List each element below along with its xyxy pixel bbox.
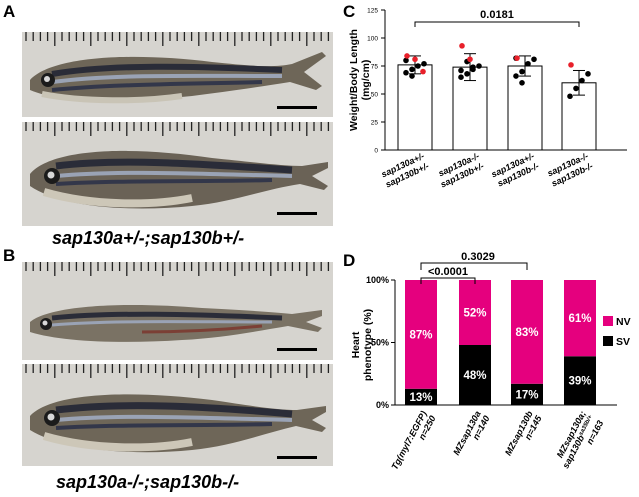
data-point [514,55,520,61]
data-point [476,63,482,69]
significance-bracket [420,277,476,284]
data-point [513,73,519,79]
data-point [470,64,476,70]
sv-value-label: 17% [515,389,538,401]
x-category-label: sap130a-/-sap130b+/- [437,151,486,190]
stacked-bar-chart-d: 0% 50% 100% Heart phenotype (%) 87% 13% Tg(myl7… [350,251,631,471]
legend-label-nv: NV [616,316,631,328]
nv-value-label: 52% [463,308,486,320]
legend-label-sv: SV [616,336,630,348]
data-point [519,68,525,75]
bar-sv [511,383,543,405]
data-point [412,56,418,63]
x-category-label: sap130a+/-sap130b-/- [490,151,541,189]
data-point [579,77,585,84]
bar-nv [511,280,543,384]
x-category-label: sap130a+/-sap130b+/- [380,151,431,190]
data-point [421,60,427,67]
y-axis-label-line: (mg/cm) [360,60,372,101]
scatter-chart-c: 0 25 50 75 100 125 Weight/Body Length (mg/cm) sa… [348,8,627,190]
y-axis-label-line: Heart [350,331,362,358]
nv-value-label: 83% [515,327,538,339]
data-point [403,57,409,64]
bar [397,64,433,151]
fish-photo-a2 [22,122,333,226]
y-tick-label: 100% [366,275,389,285]
data-point [519,80,525,86]
p-value-label: 0.0181 [480,9,514,21]
data-point [404,53,410,59]
data-point [409,66,415,73]
data-point [531,56,537,63]
y-tick-label: 75 [371,64,379,71]
significance-bracket [414,21,580,27]
x-category-label: Tg(myl7:EGFP)n=250 [389,409,437,471]
y-tick-label: 25 [371,120,379,127]
y-axis-label: Weight/Body Length (mg/cm) [348,29,372,131]
sv-value-label: 13% [409,392,432,404]
bar-nv [405,280,437,389]
panel-b-letter: B [3,246,16,265]
significance-bracket [420,262,528,270]
sv-value-label: 48% [463,370,486,382]
data-point [403,69,409,76]
bar-sv [405,388,437,405]
data-point [525,60,531,67]
bar-nv [459,280,491,345]
y-axis-label-line: Weight/Body Length [348,29,360,131]
data-point [568,62,574,68]
panel-c-letter: C [343,2,356,21]
y-axis-label-line: phenotype (%) [362,309,374,381]
p-value-label: 0.3029 [461,251,495,263]
panel-d-letter: D [343,251,356,270]
data-point [415,63,421,69]
data-point [585,71,591,77]
fish-photo-b2 [22,364,333,466]
y-tick-label: 0 [374,148,378,155]
y-tick-label: 100 [367,36,378,43]
fish-photo-a1 [22,32,333,117]
bar-sv [564,356,596,405]
y-tick-label: 0% [376,400,389,410]
y-tick-label: 125 [367,8,378,15]
bar [507,65,543,151]
caption-b: sap130a-/-;sap130b-/- [56,472,240,492]
data-point [409,73,415,79]
p-value-label: <0.0001 [428,266,468,278]
nv-value-label: 87% [409,329,432,341]
bar-nv [564,280,596,357]
data-point [458,74,464,80]
nv-value-label: 61% [568,313,591,325]
x-category-label: sap130a-/-sap130b-/- [546,151,595,189]
legend-swatch-nv [603,316,613,326]
panel-a-letter: A [3,2,16,21]
data-point [459,43,465,49]
y-tick-label: 50% [371,338,389,348]
y-axis-label: Heart phenotype (%) [350,309,374,381]
bar-sv [459,345,491,405]
data-point [464,71,470,77]
data-point [458,67,464,74]
data-point [467,56,473,63]
y-tick-label: 50 [371,92,379,99]
data-point [573,85,579,92]
x-category-label: MZsap130a;sap130bsa35b/+n=163 [555,409,606,470]
legend-swatch-sv [603,336,613,346]
data-point [420,68,426,75]
fish-photo-b1 [22,262,333,360]
sv-value-label: 39% [568,376,591,388]
data-point [567,93,573,100]
caption-a: sap130a+/-;sap130b+/- [52,228,245,248]
